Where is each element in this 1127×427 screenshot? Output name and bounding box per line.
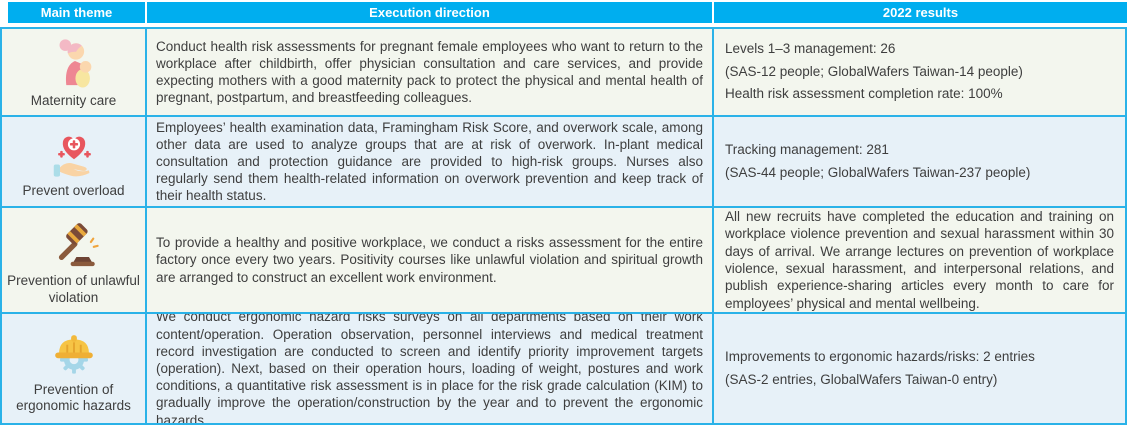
table-body: Maternity care Conduct health risk asses… xyxy=(0,27,1127,425)
hardhat-gear-icon xyxy=(46,323,102,379)
header-cell-main-theme: Main theme xyxy=(8,2,145,23)
execution-text: We conduct ergonomic hazard risks survey… xyxy=(156,314,703,423)
header-cell-execution-direction: Execution direction xyxy=(147,2,712,23)
result-paragraph: All new recruits have completed the educ… xyxy=(725,208,1114,311)
results-cell: Levels 1–3 management: 26 (SAS-12 people… xyxy=(712,29,1125,115)
theme-cell: Maternity care xyxy=(2,29,145,115)
execution-cell: Employees’ health examination data, Fram… xyxy=(145,117,712,206)
theme-cell: Prevent overload xyxy=(2,117,145,206)
results-cell: Improvements to ergonomic hazards/risks:… xyxy=(712,314,1125,423)
execution-text: To provide a healthy and positive workpl… xyxy=(156,235,703,285)
table-row-unlawful-violation: Prevention of unlawful violation To prov… xyxy=(2,206,1125,312)
header-cell-2022-results: 2022 results xyxy=(714,2,1127,23)
result-line: Levels 1–3 management: 26 xyxy=(725,41,896,57)
maternity-care-icon xyxy=(46,34,102,90)
result-line: (SAS-2 entries, GlobalWafers Taiwan-0 en… xyxy=(725,371,998,387)
result-line: (SAS-12 people; GlobalWafers Taiwan-14 p… xyxy=(725,63,1023,79)
table-row-ergonomic-hazards: Prevention of ergonomic hazards We condu… xyxy=(2,312,1125,423)
theme-label: Prevent overload xyxy=(22,182,125,198)
theme-cell: Prevention of ergonomic hazards xyxy=(2,314,145,423)
theme-label: Prevention of ergonomic hazards xyxy=(16,381,131,414)
results-cell: All new recruits have completed the educ… xyxy=(712,208,1125,312)
execution-cell: Conduct health risk assessments for preg… xyxy=(145,29,712,115)
theme-cell: Prevention of unlawful violation xyxy=(2,208,145,312)
execution-cell: To provide a healthy and positive workpl… xyxy=(145,208,712,312)
result-line: Tracking management: 281 xyxy=(725,142,889,157)
heart-in-hand-icon xyxy=(46,124,102,180)
result-line: Improvements to ergonomic hazards/risks:… xyxy=(725,349,1035,364)
execution-text: Conduct health risk assessments for preg… xyxy=(156,38,703,106)
execution-cell: We conduct ergonomic hazard risks survey… xyxy=(145,314,712,423)
gavel-icon xyxy=(46,214,102,270)
theme-label: Prevention of unlawful violation xyxy=(7,273,140,305)
table-row-prevent-overload: Prevent overload Employees’ health exami… xyxy=(2,115,1125,206)
results-cell: Tracking management: 281 (SAS-44 people;… xyxy=(712,117,1125,206)
table-header-row: Main theme Execution direction 2022 resu… xyxy=(8,2,1127,23)
result-line: Health risk assessment completion rate: … xyxy=(725,86,1003,102)
theme-label: Maternity care xyxy=(30,93,117,109)
table-row-maternity-care: Maternity care Conduct health risk asses… xyxy=(2,29,1125,115)
execution-text: Employees’ health examination data, Fram… xyxy=(156,119,703,204)
result-line: (SAS-44 people; GlobalWafers Taiwan-237 … xyxy=(725,164,1031,180)
